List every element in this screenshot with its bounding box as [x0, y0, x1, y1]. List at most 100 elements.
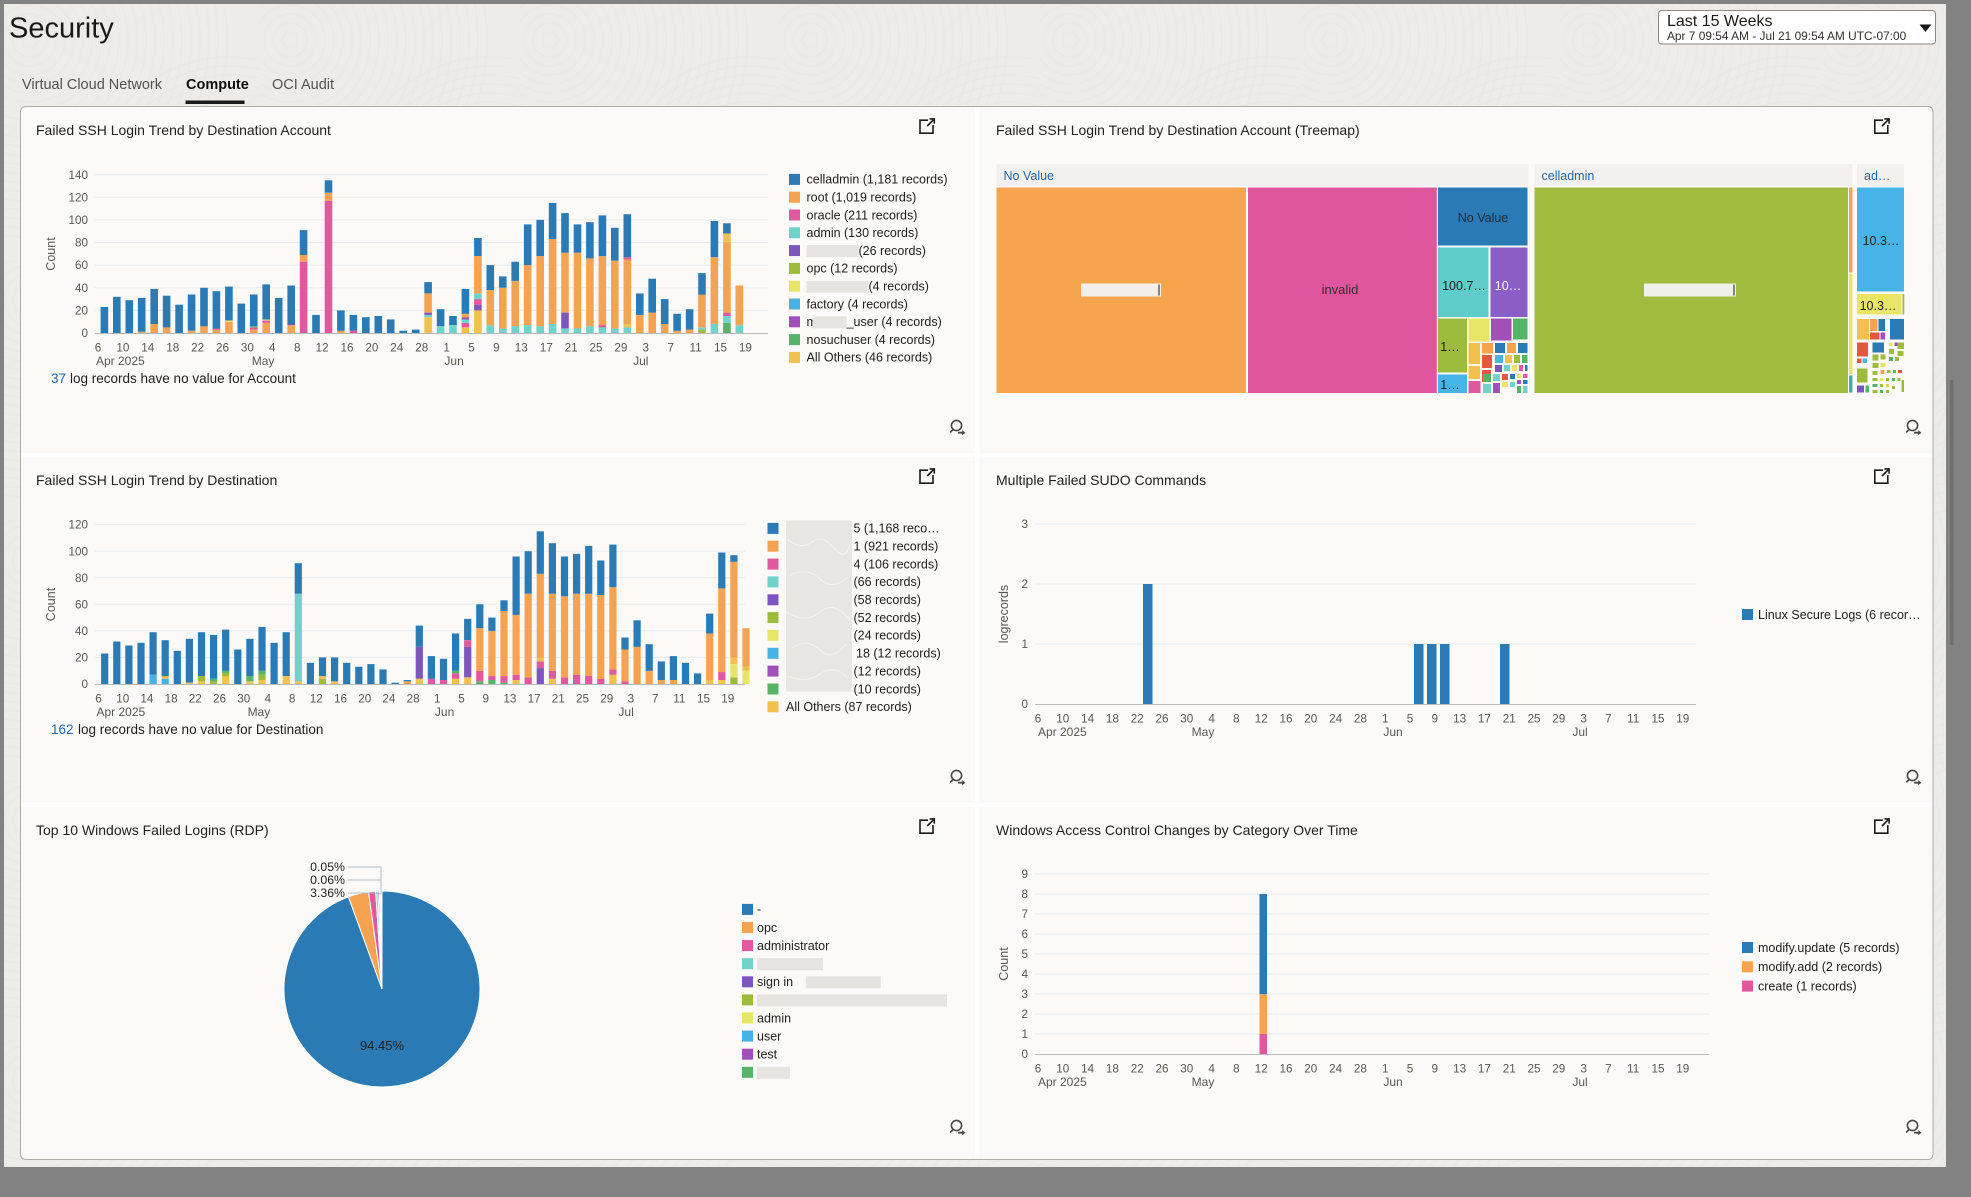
svg-text:11: 11 — [1627, 713, 1639, 726]
svg-text:(12 records): (12 records) — [854, 664, 921, 678]
svg-text:0: 0 — [81, 327, 88, 340]
svg-text:30: 30 — [237, 693, 251, 706]
svg-text:May: May — [248, 705, 271, 719]
svg-text:19: 19 — [1676, 713, 1689, 726]
svg-text:admin (130 records): admin (130 records) — [807, 226, 919, 240]
svg-text:13: 13 — [1453, 1063, 1466, 1076]
svg-text:12: 12 — [1255, 713, 1268, 726]
svg-text:2: 2 — [1021, 1008, 1028, 1021]
svg-text:opc (12 records): opc (12 records) — [807, 262, 898, 276]
svg-text:6: 6 — [1035, 1063, 1042, 1076]
svg-text:18: 18 — [166, 342, 179, 355]
svg-text:30: 30 — [1180, 713, 1194, 726]
svg-text:14: 14 — [141, 342, 155, 355]
svg-text:140: 140 — [68, 169, 88, 182]
svg-text:15: 15 — [1651, 1063, 1665, 1076]
svg-text:37: 37 — [51, 371, 66, 386]
svg-text:25: 25 — [1527, 713, 1541, 726]
svg-text:8: 8 — [1233, 1063, 1240, 1076]
svg-text:18: 18 — [165, 693, 178, 706]
svg-text:Virtual Cloud Network: Virtual Cloud Network — [22, 77, 163, 93]
svg-text:28: 28 — [1354, 713, 1367, 726]
svg-text:8: 8 — [294, 342, 301, 355]
svg-text:4 (106 records): 4 (106 records) — [854, 557, 939, 571]
svg-text:Failed SSH Login Trend by Dest: Failed SSH Login Trend by Destination Ac… — [996, 122, 1360, 138]
svg-text:29: 29 — [1552, 1063, 1565, 1076]
svg-text:21: 21 — [565, 342, 578, 355]
svg-text:22: 22 — [191, 342, 204, 355]
svg-text:12: 12 — [310, 693, 323, 706]
svg-text:80: 80 — [75, 572, 89, 585]
svg-text:100: 100 — [68, 214, 88, 227]
svg-text:9: 9 — [1432, 713, 1439, 726]
svg-text:60: 60 — [75, 598, 89, 611]
svg-text:(26 records): (26 records) — [859, 244, 926, 258]
svg-text:Count: Count — [997, 947, 1011, 981]
svg-text:Apr 2025: Apr 2025 — [1038, 725, 1087, 739]
svg-text:Jul: Jul — [618, 705, 633, 719]
svg-text:120: 120 — [68, 519, 88, 532]
svg-text:No Value: No Value — [1458, 211, 1509, 225]
svg-text:20: 20 — [1304, 713, 1318, 726]
svg-text:(58 records): (58 records) — [854, 593, 921, 607]
svg-text:Windows Access Control Changes: Windows Access Control Changes by Catego… — [996, 822, 1358, 838]
svg-text:20: 20 — [75, 305, 89, 318]
svg-text:5: 5 — [1021, 948, 1028, 961]
svg-text:Multiple Failed SUDO Commands: Multiple Failed SUDO Commands — [996, 472, 1206, 488]
svg-text:19: 19 — [721, 693, 734, 706]
svg-text:4: 4 — [1021, 968, 1028, 981]
svg-text:17: 17 — [528, 693, 541, 706]
svg-text:162: 162 — [51, 722, 74, 737]
svg-text:22: 22 — [1131, 713, 1144, 726]
svg-text:May: May — [252, 354, 275, 368]
svg-text:oracle (211 records): oracle (211 records) — [807, 208, 918, 222]
svg-text:All Others (46 records): All Others (46 records) — [807, 351, 933, 365]
svg-text:root (1,019 records): root (1,019 records) — [807, 191, 917, 205]
svg-text:Security: Security — [9, 13, 114, 45]
svg-text:3: 3 — [1580, 713, 1587, 726]
svg-text:80: 80 — [75, 237, 89, 250]
svg-text:Jul: Jul — [1572, 1075, 1587, 1089]
svg-text:9: 9 — [493, 342, 500, 355]
svg-text:5 (1,168 reco…: 5 (1,168 reco… — [854, 522, 940, 536]
svg-text:13: 13 — [503, 693, 516, 706]
svg-text:8: 8 — [289, 693, 296, 706]
svg-text:1…: 1… — [1440, 340, 1459, 354]
svg-text:7: 7 — [652, 693, 659, 706]
svg-text:4: 4 — [265, 693, 272, 706]
svg-text:log records have no value for: log records have no value for Account — [70, 371, 296, 386]
svg-text:24: 24 — [382, 693, 396, 706]
svg-text:24: 24 — [390, 342, 404, 355]
svg-text:3: 3 — [1021, 518, 1028, 531]
svg-text:OCI Audit: OCI Audit — [272, 77, 334, 93]
svg-text:Apr 2025: Apr 2025 — [96, 354, 145, 368]
svg-text:ad…: ad… — [1864, 169, 1890, 183]
svg-text:(10 records): (10 records) — [854, 682, 921, 696]
svg-text:9: 9 — [1432, 1063, 1439, 1076]
svg-text:1: 1 — [1021, 638, 1028, 651]
svg-text:15: 15 — [714, 342, 728, 355]
svg-text:8: 8 — [1233, 713, 1240, 726]
svg-text:5: 5 — [458, 693, 465, 706]
svg-text:24: 24 — [1329, 713, 1343, 726]
svg-text:20: 20 — [1304, 1063, 1318, 1076]
svg-text:(24 records): (24 records) — [854, 629, 921, 643]
svg-text:No Value: No Value — [1004, 169, 1055, 183]
svg-text:16: 16 — [1279, 713, 1292, 726]
svg-text:Jun: Jun — [1383, 1075, 1402, 1089]
svg-text:Linux Secure Logs (6 recor…: Linux Secure Logs (6 recor… — [1758, 608, 1921, 622]
svg-text:13: 13 — [515, 342, 528, 355]
svg-text:Jun: Jun — [444, 354, 463, 368]
svg-text:22: 22 — [1131, 1063, 1144, 1076]
svg-text:26: 26 — [1155, 713, 1168, 726]
svg-text:0: 0 — [81, 678, 88, 691]
svg-text:modify.update (5 records): modify.update (5 records) — [1758, 941, 1900, 955]
svg-text:4: 4 — [1208, 713, 1215, 726]
svg-text:21: 21 — [1503, 1063, 1516, 1076]
svg-text:0.05%: 0.05% — [310, 860, 345, 874]
svg-text:10.3…: 10.3… — [1860, 299, 1897, 313]
svg-text:4: 4 — [269, 342, 276, 355]
svg-text:28: 28 — [415, 342, 428, 355]
svg-text:60: 60 — [75, 259, 89, 272]
svg-text:2: 2 — [1021, 578, 1028, 591]
